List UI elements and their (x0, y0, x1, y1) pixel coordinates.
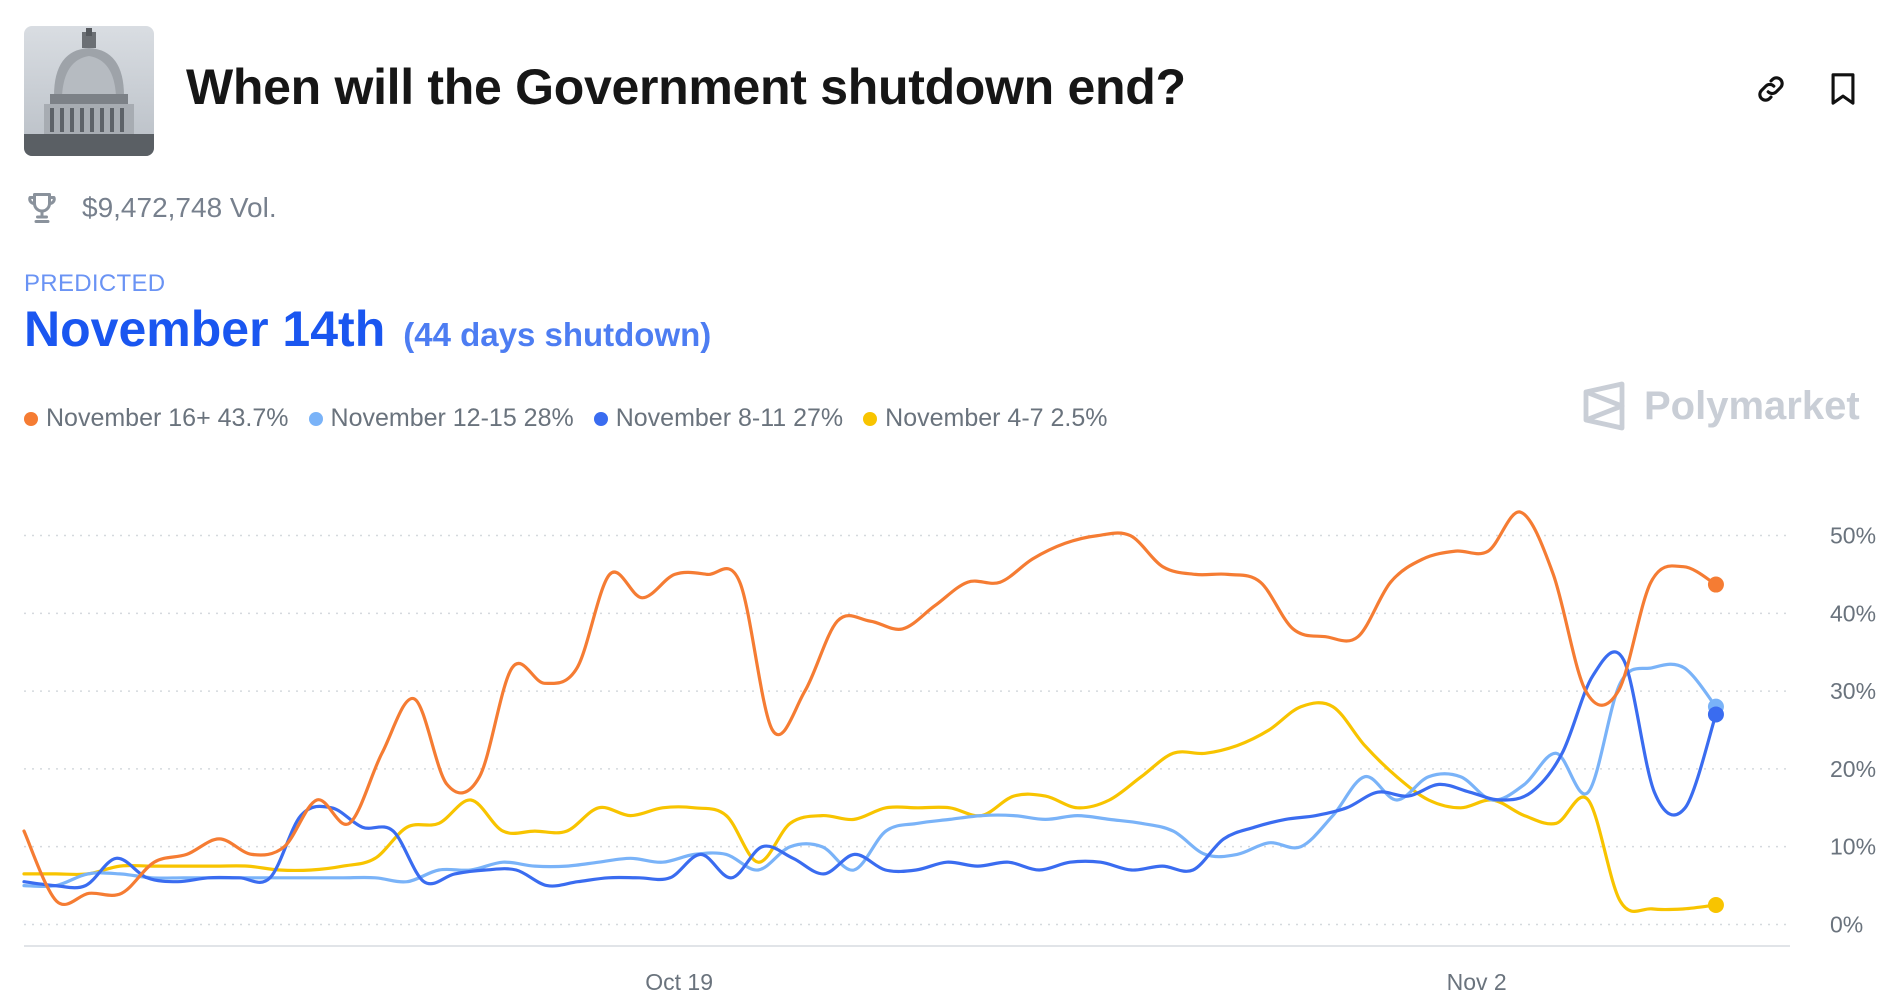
legend-label: November 12-15 28% (330, 404, 574, 432)
chart-axes: 0% 10% 20% 30% 40% 50% Oct 19 Nov 2 (24, 523, 1876, 995)
legend-item-november-4-7[interactable]: November 4-7 2.5% (863, 404, 1107, 433)
predicted-value: November 14th (24, 301, 386, 357)
series-end-point (1707, 576, 1724, 593)
predicted-label: PREDICTED (24, 270, 166, 297)
legend-item-november-16-plus[interactable]: November 16+ 43.7% (24, 404, 289, 433)
price-history-chart[interactable]: 0% 10% 20% 30% 40% 50% Oct 19 Nov 2 (0, 500, 1886, 1002)
market-title: When will the Government shutdown end? (186, 59, 1186, 115)
legend-item-november-12-15[interactable]: November 12-15 28% (308, 404, 574, 433)
watermark-text: Polymarket (1644, 383, 1860, 428)
polymarket-logo-icon (1583, 381, 1625, 431)
link-icon (1758, 76, 1784, 102)
y-tick-label: 10% (1830, 834, 1876, 860)
capitol-thumbnail (24, 26, 154, 156)
bookmark-icon (1831, 73, 1855, 105)
legend-dot-icon (593, 411, 608, 426)
chart-gridlines (24, 534, 1790, 926)
series-end-point (1707, 897, 1724, 913)
legend-item-november-8-11[interactable]: November 8-11 27% (593, 404, 844, 433)
y-tick-label: 30% (1830, 678, 1876, 704)
series-end-point (1707, 706, 1724, 723)
series-line-november-12-15 (22, 662, 1718, 889)
trophy-icon (28, 193, 56, 223)
predicted-subtitle: (44 days shutdown) (403, 316, 712, 353)
x-tick-label: Oct 19 (645, 969, 713, 995)
volume-text: $9,472,748 Vol. (82, 192, 277, 223)
y-tick-label: 40% (1830, 600, 1876, 626)
bookmark-button[interactable] (1820, 66, 1866, 112)
legend-label: November 4-7 2.5% (885, 404, 1108, 432)
series-line-november-4-7 (22, 701, 1718, 913)
x-tick-label: Nov 2 (1447, 969, 1507, 995)
y-tick-label: 0% (1830, 911, 1863, 937)
legend-label: November 16+ 43.7% (46, 404, 289, 432)
copy-link-button[interactable] (1748, 66, 1794, 112)
y-tick-label: 20% (1830, 756, 1876, 782)
legend-dot-icon (863, 411, 878, 426)
polymarket-watermark: Polymarket (1580, 380, 1860, 432)
volume-row: $9,472,748 Vol. (24, 188, 277, 228)
legend-dot-icon (308, 411, 323, 426)
legend-dot-icon (24, 411, 38, 426)
prediction-row: November 14th (44 days shutdown) (24, 300, 711, 358)
y-tick-label: 50% (1830, 523, 1876, 549)
chart-legend: November 16+ 43.7% November 12-15 28% No… (24, 404, 1107, 433)
capitol-dome-image (24, 26, 154, 156)
series-line-november-16- (22, 510, 1718, 907)
chart-series (22, 510, 1724, 913)
legend-label: November 8-11 27% (615, 404, 844, 432)
